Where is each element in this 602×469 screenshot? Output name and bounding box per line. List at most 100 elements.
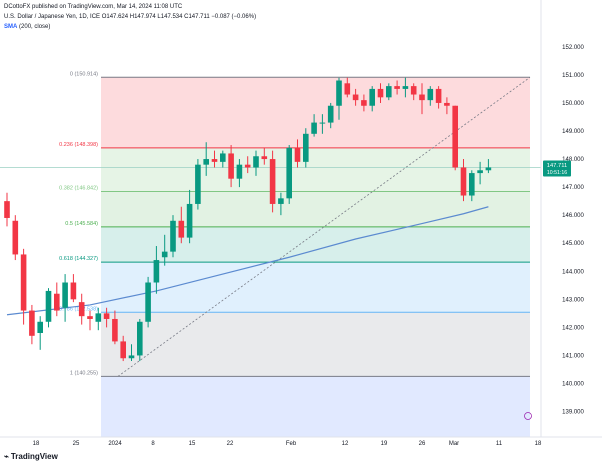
- candle-body: [95, 313, 102, 322]
- candle: [78, 293, 85, 325]
- indicator-name: SMA: [4, 24, 18, 30]
- candle-body: [377, 88, 384, 98]
- candle-body: [236, 164, 243, 179]
- candle: [87, 310, 93, 331]
- candle: [444, 97, 450, 115]
- candle-body: [261, 156, 268, 160]
- candlesticks: [4, 77, 492, 362]
- candle-body: [460, 167, 467, 196]
- candle-body: [186, 203, 193, 238]
- price-tick-label: 150.000: [562, 101, 584, 107]
- fib-level-label: 0.236 (148.398): [59, 142, 98, 148]
- time-axis[interactable]: 18 25 2024 8 15 22 Feb 12 19 26 Mar 11 18: [0, 436, 602, 447]
- candle-body: [37, 321, 43, 333]
- candle-body: [269, 159, 276, 204]
- candle: [12, 215, 19, 261]
- price-label-value: 147.711: [547, 163, 568, 169]
- candle: [236, 159, 243, 188]
- fib-band: [101, 312, 530, 377]
- tv-logo-icon: ⌁: [4, 452, 9, 461]
- candle: [244, 156, 251, 174]
- candle: [419, 83, 425, 115]
- candle: [286, 145, 292, 204]
- candle: [103, 307, 110, 328]
- candle: [377, 83, 384, 103]
- sma-200-line: [6, 206, 489, 316]
- indicator-legend[interactable]: SMA (200, close): [4, 24, 50, 30]
- price-tick-label: 142.000: [562, 325, 584, 331]
- candle: [485, 159, 492, 174]
- fib-level-label: 1 (140.255): [70, 370, 98, 376]
- candle-body: [336, 80, 342, 106]
- candle-body: [278, 198, 284, 204]
- candle: [269, 150, 276, 213]
- candle-body: [228, 153, 234, 179]
- candle: [435, 86, 442, 109]
- fib-band: [101, 191, 530, 227]
- trend-line[interactable]: [117, 76, 531, 377]
- price-tick-label: 145.000: [562, 241, 584, 247]
- candle: [137, 318, 143, 362]
- candle-body: [344, 83, 351, 95]
- candle-body: [444, 102, 450, 106]
- candle-body: [311, 122, 317, 134]
- fibonacci-retracement[interactable]: 0 (150.914) 0.236 (148.398) 0.382 (146.842…: [0, 71, 541, 437]
- candle-body: [435, 88, 442, 103]
- candle-body: [153, 260, 160, 283]
- candle: [161, 234, 168, 266]
- candle-body: [54, 293, 60, 311]
- price-tick-label: 151.000: [562, 73, 584, 79]
- time-tick-label: 12: [342, 441, 349, 447]
- fib-band: [101, 262, 530, 313]
- price-tick-label: 148.000: [562, 157, 584, 163]
- price-tick-label: 139.000: [562, 410, 584, 416]
- candle-body: [211, 159, 218, 162]
- fib-level-label: 0.5 (145.584): [65, 221, 98, 227]
- time-tick-label: 15: [189, 441, 196, 447]
- time-tick-label: Feb: [286, 441, 297, 447]
- fib-level-label: 0 (150.914): [70, 71, 98, 77]
- price-axis[interactable]: 139.000 140.000 141.000 142.000 143.000 144.0…: [540, 0, 585, 437]
- candle: [394, 80, 400, 95]
- candle-body: [178, 220, 185, 238]
- candle-body: [469, 173, 475, 196]
- candle-body: [203, 159, 209, 165]
- time-tick-label: 22: [227, 441, 234, 447]
- candle: [311, 114, 317, 137]
- tradingview-logo[interactable]: ⌁ TradingView: [4, 452, 58, 461]
- candle: [128, 344, 135, 362]
- candle-body: [12, 220, 19, 255]
- candle-body: [352, 94, 359, 101]
- candle-body: [70, 282, 77, 300]
- candle-body: [427, 88, 434, 101]
- time-tick-label: 8: [151, 441, 155, 447]
- candle-body: [327, 105, 334, 123]
- candle: [319, 114, 326, 134]
- price-tick-label: 143.000: [562, 297, 584, 303]
- candle-body: [361, 100, 367, 106]
- fib-level-label: 0.618 (144.327): [59, 256, 98, 262]
- candle-body: [402, 86, 409, 89]
- candle: [120, 335, 126, 362]
- alert-icon: [524, 412, 532, 420]
- candle: [62, 274, 68, 322]
- candle: [361, 94, 367, 112]
- price-tick-label: 144.000: [562, 269, 584, 275]
- candle: [253, 150, 259, 176]
- candle: [70, 274, 77, 303]
- candle: [452, 105, 458, 171]
- candle: [303, 128, 309, 168]
- candle: [427, 86, 434, 106]
- candle: [278, 192, 284, 216]
- time-tick-label: 11: [496, 441, 503, 447]
- fib-band: [101, 147, 530, 192]
- trend-line-path: [117, 76, 531, 377]
- indicator-params: (200, close): [19, 24, 51, 30]
- candle: [228, 145, 234, 188]
- price-label-bg: [543, 160, 571, 177]
- candle-body: [87, 316, 93, 319]
- time-tick-label: 19: [381, 441, 388, 447]
- candle: [477, 161, 483, 185]
- candle-body: [369, 88, 375, 106]
